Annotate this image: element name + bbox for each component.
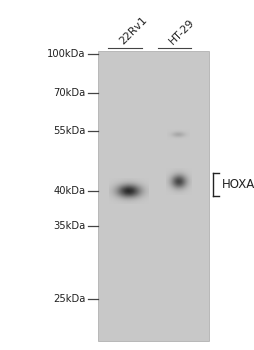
Text: 35kDa: 35kDa [53, 221, 85, 231]
Text: 55kDa: 55kDa [53, 126, 85, 136]
Text: 22Rv1: 22Rv1 [117, 15, 149, 47]
Text: HOXA13: HOXA13 [221, 178, 254, 191]
Text: 100kDa: 100kDa [47, 49, 85, 59]
Text: 40kDa: 40kDa [53, 186, 85, 196]
FancyBboxPatch shape [98, 51, 208, 341]
Text: 70kDa: 70kDa [53, 88, 85, 98]
Text: 25kDa: 25kDa [53, 294, 85, 304]
Text: HT-29: HT-29 [167, 17, 196, 47]
